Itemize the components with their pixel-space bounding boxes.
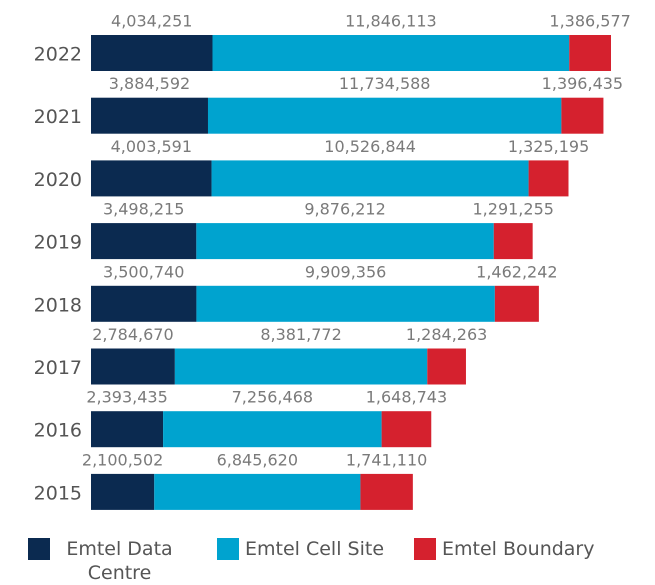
legend-swatch xyxy=(217,538,239,560)
bar-segment xyxy=(91,97,208,134)
legend-item: Emtel Data Centre xyxy=(28,537,187,585)
bar-segment xyxy=(211,160,529,197)
data-label: 3,498,215 xyxy=(103,200,184,219)
legend-label: Emtel Boundary xyxy=(442,538,595,560)
bar-segment xyxy=(569,35,611,71)
data-label: 11,846,113 xyxy=(345,12,437,31)
y-tick-label: 2016 xyxy=(34,420,82,442)
y-tick-label: 2015 xyxy=(34,482,82,504)
bar-segment xyxy=(381,411,432,448)
data-label: 9,876,212 xyxy=(304,200,385,219)
data-label: 8,381,772 xyxy=(260,325,341,344)
data-label: 1,284,263 xyxy=(406,325,487,344)
y-tick-label: 2017 xyxy=(34,357,82,379)
bar-segment xyxy=(196,285,495,322)
legend-label: Emtel Data Centre xyxy=(66,538,173,584)
bar-segment xyxy=(91,285,197,322)
y-tick-label: 2022 xyxy=(34,44,82,66)
data-label: 2,393,435 xyxy=(86,388,167,407)
bar-segment xyxy=(360,473,413,510)
data-label: 3,500,740 xyxy=(103,262,184,281)
legend-item: Emtel Boundary xyxy=(414,537,595,585)
data-label: 1,648,743 xyxy=(366,388,447,407)
y-tick-label: 2021 xyxy=(34,106,82,128)
data-label: 2,100,502 xyxy=(82,450,163,469)
legend-swatch xyxy=(414,538,437,560)
y-tick-label: 2020 xyxy=(34,169,82,191)
data-label: 1,291,255 xyxy=(473,200,554,219)
y-tick-label: 2019 xyxy=(34,232,82,254)
legend-item: Emtel Cell Site xyxy=(217,537,384,585)
bar-segment xyxy=(91,160,212,197)
bar-segment xyxy=(212,35,570,71)
legend-label: Emtel Cell Site xyxy=(245,538,385,560)
data-label: 1,396,435 xyxy=(542,74,623,93)
bar-segment xyxy=(163,411,382,448)
data-label: 1,325,195 xyxy=(508,137,589,156)
legend-swatch xyxy=(28,538,50,560)
bar-segment xyxy=(91,223,197,260)
bar-segment xyxy=(91,473,155,510)
data-label: 1,741,110 xyxy=(346,450,427,469)
bar-segment xyxy=(494,285,539,322)
data-label: 2,784,670 xyxy=(92,325,173,344)
data-label: 1,386,577 xyxy=(549,12,630,31)
data-label: 6,845,620 xyxy=(217,450,298,469)
bar-segment xyxy=(196,223,494,260)
y-tick-label: 2018 xyxy=(34,294,82,316)
data-label: 9,909,356 xyxy=(305,262,386,281)
data-label: 3,884,592 xyxy=(109,74,190,93)
bar-segment xyxy=(154,473,361,510)
data-label: 4,003,591 xyxy=(111,137,192,156)
plot: 2022 4,034,251 11,846,113 1,386,577 2021 3,88… xyxy=(34,12,631,510)
bar-segment xyxy=(493,223,533,260)
bar-segment xyxy=(91,35,213,71)
bar-segment xyxy=(528,160,569,197)
bar-segment xyxy=(174,348,428,385)
bar-segment xyxy=(207,97,562,134)
data-label: 4,034,251 xyxy=(111,12,192,31)
bar-segment xyxy=(427,348,466,385)
bar-segment xyxy=(561,97,604,134)
bar-segment xyxy=(91,348,175,385)
data-label: 1,462,242 xyxy=(476,262,557,281)
bar-segment xyxy=(91,411,164,448)
legend: Emtel Data Centre Emtel Cell Site Emtel Bo… xyxy=(28,537,625,585)
data-label: 11,734,588 xyxy=(339,74,431,93)
data-label: 10,526,844 xyxy=(324,137,416,156)
data-label: 7,256,468 xyxy=(232,388,313,407)
